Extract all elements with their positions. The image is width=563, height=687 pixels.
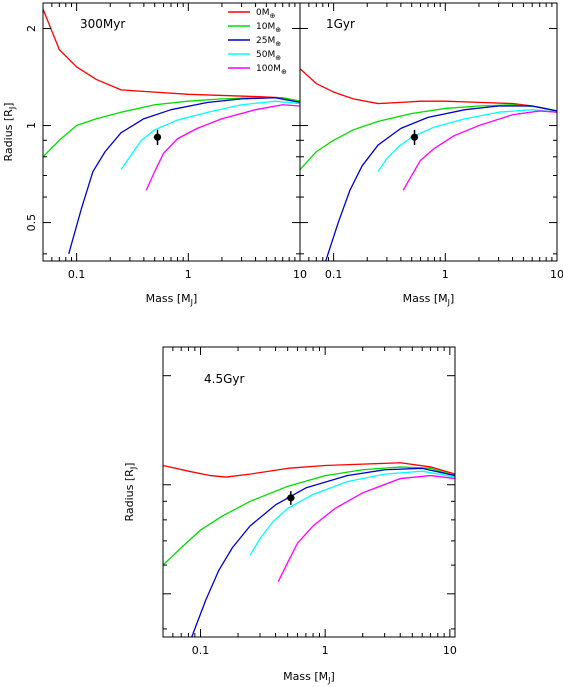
x-tick-label: 1 [442, 268, 449, 281]
series-group [43, 8, 300, 254]
panel-age-label: 4.5Gyr [204, 372, 244, 386]
series-line-2 [68, 97, 300, 254]
series-line-3 [120, 100, 300, 170]
series-line-1 [163, 466, 455, 566]
x-tick-label: 10 [293, 268, 307, 281]
legend: 0M⊕ 10M⊕ 25M⊕ 50M⊕ 100M⊕ [228, 8, 287, 76]
legend-entry: 100M⊕ [256, 64, 287, 76]
x-tick-label: 10 [550, 268, 563, 281]
y-axis-label: Radius [RJ] [2, 103, 17, 162]
series-group [163, 462, 455, 637]
observed-planet-point [153, 129, 162, 146]
y-tick-label: 1 [25, 122, 38, 129]
series-line-2 [325, 105, 557, 261]
series-line-3 [377, 109, 557, 172]
x-tick-label: 10 [443, 644, 457, 657]
series-line-4 [402, 110, 557, 191]
x-tick-label: 0.1 [325, 268, 343, 281]
series-line-1 [43, 97, 300, 158]
x-axis-label: Mass [MJ] [283, 670, 335, 685]
panel-4-5gyr: 0.1 1 10 Mass [MJ] Radius [RJ] 4.5Gyr [123, 346, 457, 685]
series-line-2 [191, 467, 455, 637]
observed-planet-point [286, 491, 295, 505]
axis-ticks [162, 347, 455, 637]
series-line-0 [300, 68, 557, 112]
plot-frame [162, 346, 456, 638]
series-line-3 [249, 470, 455, 556]
series-line-4 [145, 104, 300, 191]
panel-1gyr: 0.1 1 10 Mass [MJ] 1Gyr [299, 2, 563, 307]
series-group [300, 68, 557, 261]
legend-entry: 0M⊕ [256, 8, 275, 20]
y-axis-label: Radius [RJ] [123, 463, 138, 522]
panel-age-label: 300Myr [80, 17, 125, 31]
legend-entry: 10M⊕ [256, 22, 281, 34]
panel-age-label: 1Gyr [326, 17, 355, 31]
legend-entry: 25M⊕ [256, 36, 281, 48]
axis-ticks [42, 3, 301, 261]
x-tick-label: 1 [185, 268, 192, 281]
x-tick-label: 0.1 [68, 268, 86, 281]
observed-planet-point [410, 129, 419, 146]
series-line-0 [43, 8, 300, 102]
panel-300myr: 0.1 1 10 0.5 1 2 Mass [MJ] Radius [RJ] 300Myr 0M⊕… [2, 2, 307, 307]
x-tick-label: 1 [322, 644, 329, 657]
y-tick-label: 2 [25, 25, 38, 32]
x-axis-label: Mass [MJ] [146, 292, 198, 307]
legend-entry: 50M⊕ [256, 50, 281, 62]
series-line-0 [163, 462, 455, 478]
x-tick-label: 0.1 [192, 644, 210, 657]
series-line-4 [277, 474, 455, 582]
x-axis-label: Mass [MJ] [403, 292, 455, 307]
axis-ticks [299, 3, 558, 261]
y-tick-label: 0.5 [25, 214, 38, 232]
